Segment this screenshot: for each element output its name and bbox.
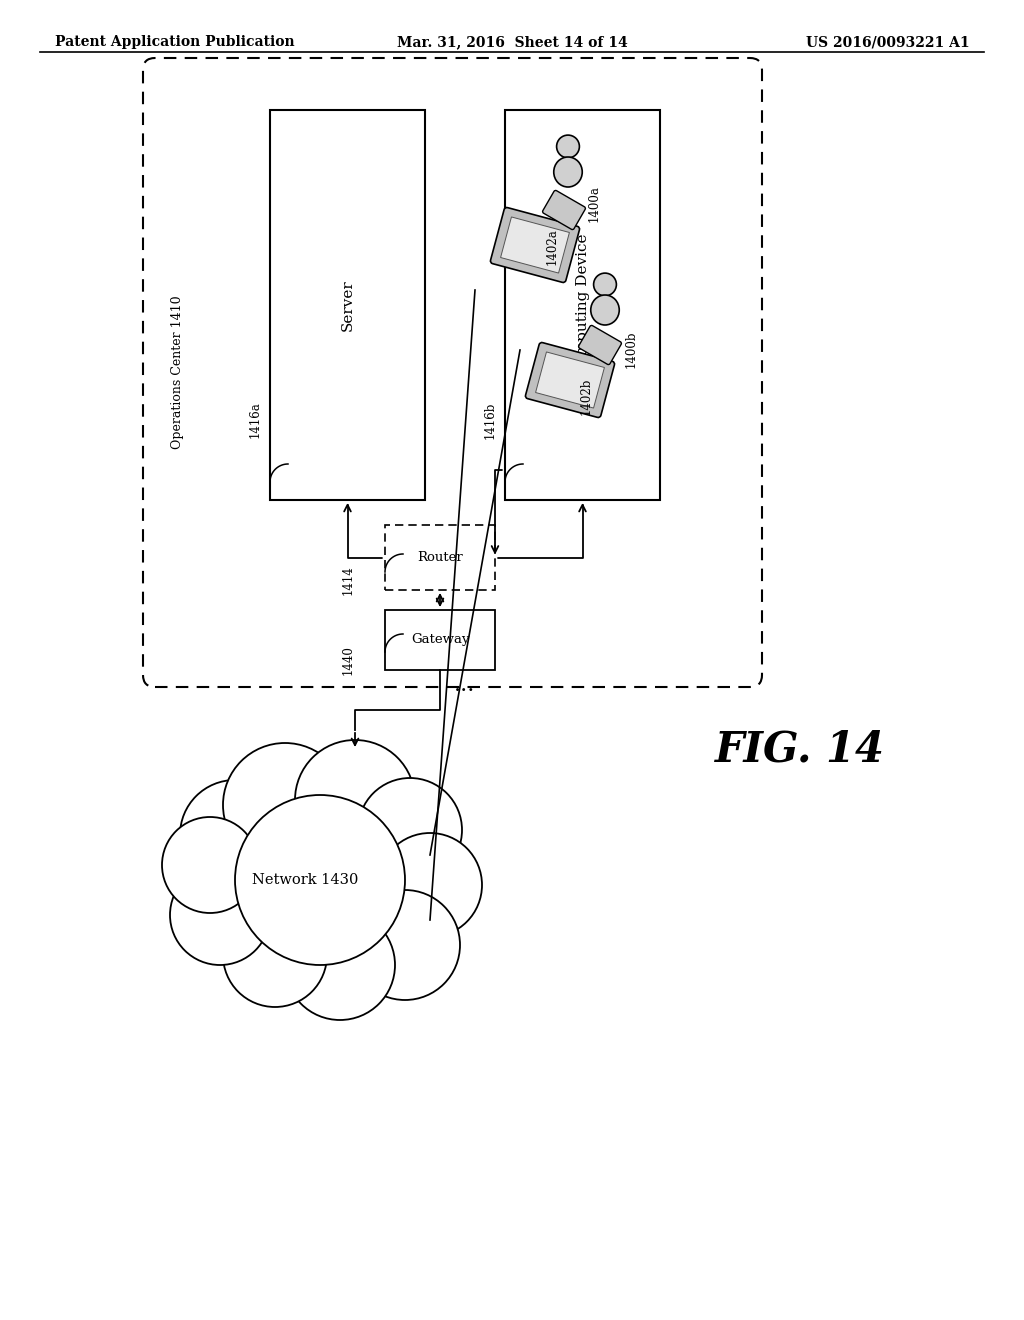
Text: ...: ... — [455, 675, 476, 696]
FancyBboxPatch shape — [525, 342, 614, 417]
Bar — [505, 110, 660, 500]
Circle shape — [162, 817, 258, 913]
Text: 1400b: 1400b — [625, 330, 638, 367]
Text: Patent Application Publication: Patent Application Publication — [55, 36, 295, 49]
Bar — [385, 525, 495, 590]
Circle shape — [285, 909, 395, 1020]
Circle shape — [170, 865, 270, 965]
Text: Computing Device: Computing Device — [575, 234, 590, 376]
Text: 1440: 1440 — [342, 645, 355, 675]
Circle shape — [594, 273, 616, 296]
Text: 1400a: 1400a — [588, 185, 601, 222]
Circle shape — [295, 741, 415, 861]
Text: FIG. 14: FIG. 14 — [715, 729, 885, 771]
Bar — [270, 110, 425, 500]
Circle shape — [223, 903, 327, 1007]
Text: 1402b: 1402b — [580, 378, 593, 414]
Text: 1416b: 1416b — [484, 401, 497, 438]
FancyBboxPatch shape — [579, 325, 622, 364]
Text: 1414: 1414 — [342, 565, 355, 595]
Circle shape — [350, 890, 460, 1001]
Circle shape — [378, 833, 482, 937]
Ellipse shape — [591, 294, 620, 325]
Circle shape — [358, 777, 462, 882]
Text: Gateway: Gateway — [411, 634, 469, 647]
Text: Operations Center 1410: Operations Center 1410 — [171, 296, 183, 449]
FancyBboxPatch shape — [536, 352, 604, 408]
Text: Mar. 31, 2016  Sheet 14 of 14: Mar. 31, 2016 Sheet 14 of 14 — [396, 36, 628, 49]
Text: Network 1430: Network 1430 — [252, 873, 358, 887]
FancyBboxPatch shape — [143, 58, 762, 686]
Ellipse shape — [554, 157, 583, 187]
Text: 1402a: 1402a — [546, 228, 559, 265]
Circle shape — [180, 780, 290, 890]
Circle shape — [234, 795, 406, 965]
FancyBboxPatch shape — [501, 216, 569, 273]
Text: 1416a: 1416a — [249, 401, 262, 438]
Text: US 2016/0093221 A1: US 2016/0093221 A1 — [806, 36, 970, 49]
FancyBboxPatch shape — [543, 190, 586, 230]
Circle shape — [557, 135, 580, 158]
Circle shape — [223, 743, 347, 867]
Bar — [385, 610, 495, 671]
Text: Server: Server — [341, 279, 354, 331]
FancyBboxPatch shape — [490, 207, 580, 282]
Text: Router: Router — [417, 550, 463, 564]
